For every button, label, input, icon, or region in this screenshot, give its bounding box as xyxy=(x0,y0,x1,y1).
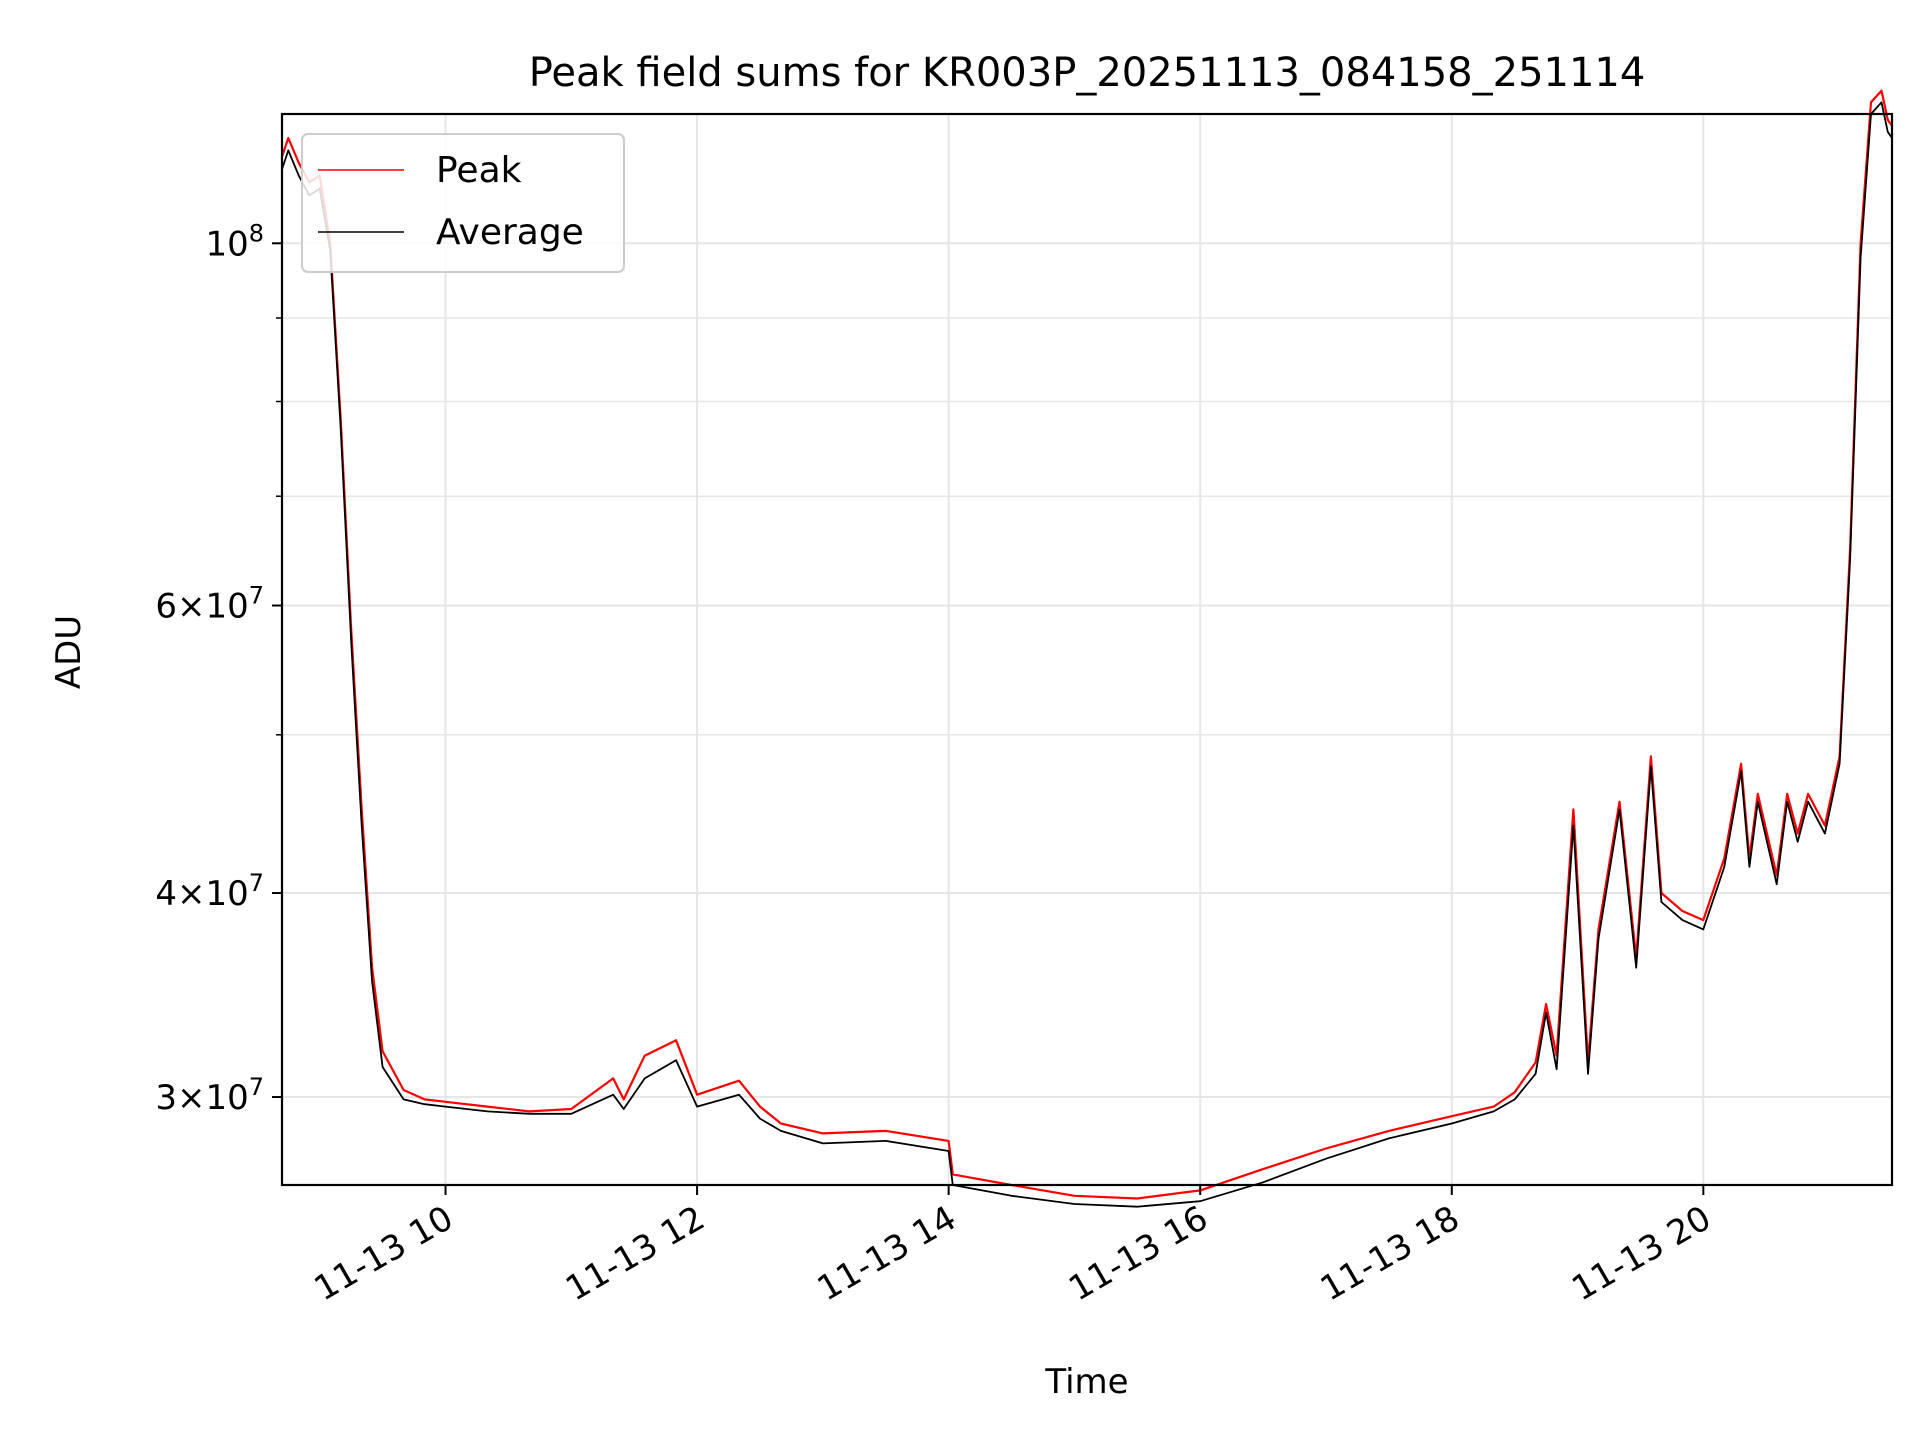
y-tick-label: 4×107 xyxy=(155,869,264,914)
series-layer xyxy=(280,89,1893,1208)
chart-title: Peak field sums for KR003P_20251113_0841… xyxy=(529,50,1646,96)
x-axis-label: Time xyxy=(1044,1362,1128,1402)
x-tick-label: 11-13 20 xyxy=(1565,1198,1717,1309)
legend-label-peak: Peak xyxy=(436,150,522,191)
legend: Peak Average xyxy=(301,133,625,273)
legend-label-average: Average xyxy=(436,212,584,253)
series-line-average xyxy=(281,101,1893,1208)
legend-box xyxy=(301,133,625,273)
x-tick-label: 11-13 10 xyxy=(308,1198,460,1309)
y-tick-label: 3×107 xyxy=(155,1073,264,1118)
x-tick-label: 11-13 16 xyxy=(1062,1198,1214,1309)
grid xyxy=(282,114,1892,1185)
y-tick-label: 108 xyxy=(205,219,264,264)
y-axis-label: ADU xyxy=(49,615,89,689)
plot-frame xyxy=(280,112,1894,1187)
x-tick-label: 11-13 12 xyxy=(559,1198,711,1309)
series-line-peak xyxy=(280,89,1893,1200)
y-tick-label: 6×107 xyxy=(155,582,264,627)
x-axis: 11-13 10 11-13 12 11-13 14 11-13 16 11-13 18… xyxy=(308,1185,1718,1309)
y-axis: 3×107 4×107 6×107 108 xyxy=(155,219,282,1118)
x-tick-label: 11-13 18 xyxy=(1314,1198,1466,1309)
x-tick-label: 11-13 14 xyxy=(811,1198,963,1309)
